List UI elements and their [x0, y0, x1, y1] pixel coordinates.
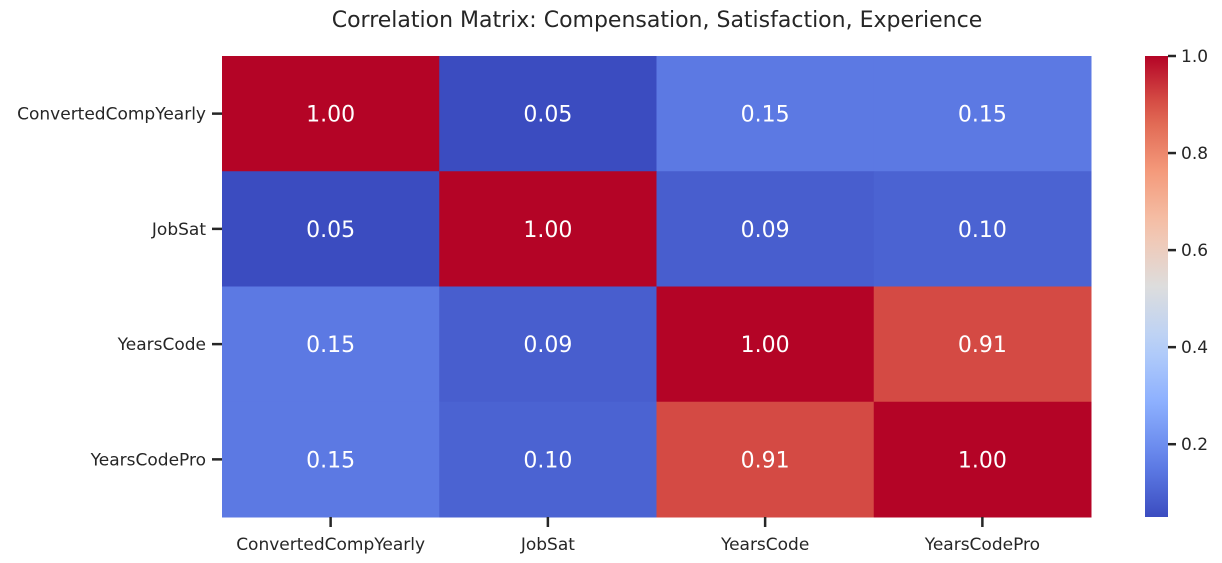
cell-value-label: 0.15	[306, 448, 355, 473]
colorbar: 0.2 0.4 0.6 0.8 1.0	[1145, 47, 1208, 517]
cell-value-label: 1.00	[741, 333, 790, 358]
heatmap-cell-yearscodepro-convertedcompyearly	[222, 401, 440, 518]
heatmap-cell-convertedcompyearly-yearscode	[656, 56, 875, 172]
cell-value-label: 0.91	[741, 448, 790, 473]
cell-value-label: 0.05	[523, 103, 572, 128]
cell-value-label: 0.15	[741, 103, 790, 128]
heatmap-cell-yearscode-convertedcompyearly	[222, 286, 440, 403]
x-tick-label-yearscode: YearsCode	[720, 535, 809, 555]
heatmap-cell-convertedcompyearly-yearscodepro	[873, 56, 1092, 172]
heatmap-cell-jobsat-jobsat	[439, 171, 657, 287]
heatmap-cell-yearscodepro-yearscode	[656, 401, 875, 518]
cell-value-label: 0.10	[958, 218, 1007, 243]
y-tick-label-yearscode: YearsCode	[117, 335, 206, 355]
heatmap-cell-yearscode-yearscodepro	[873, 286, 1092, 403]
cell-value-label: 1.00	[958, 448, 1007, 473]
cell-value-label: 0.09	[523, 333, 572, 358]
y-tick-label-convertedcompyearly: ConvertedCompYearly	[17, 105, 206, 125]
heatmap-cell-convertedcompyearly-jobsat	[439, 56, 657, 172]
colorbar-tick-label: 0.2	[1181, 435, 1208, 455]
y-axis: ConvertedCompYearly JobSat YearsCode YearsC…	[17, 105, 222, 470]
heatmap-cell-yearscode-yearscode	[656, 286, 875, 403]
cell-value-label: 1.00	[306, 103, 355, 128]
heatmap-cell-yearscodepro-yearscodepro	[873, 401, 1092, 518]
y-tick-label-jobsat: JobSat	[151, 220, 206, 240]
x-axis: ConvertedCompYearly JobSat YearsCode YearsC…	[236, 517, 1040, 555]
cell-value-label: 0.91	[958, 333, 1007, 358]
heatmap-cell-yearscodepro-jobsat	[439, 401, 657, 518]
cell-value-label: 0.15	[306, 333, 355, 358]
heatmap-cells: 1.00 0.05 0.15 0.15 0.05 1.00 0.09 0.10 0.15 0.09…	[222, 56, 1092, 518]
x-tick-label-yearscodepro: YearsCodePro	[924, 535, 1040, 555]
y-tick-label-yearscodepro: YearsCodePro	[90, 450, 206, 470]
cell-value-label: 0.10	[523, 448, 572, 473]
x-tick-label-convertedcompyearly: ConvertedCompYearly	[236, 535, 425, 555]
heatmap-cell-jobsat-yearscode	[656, 171, 875, 287]
x-tick-label-jobsat: JobSat	[520, 535, 575, 555]
heatmap-cell-yearscode-jobsat	[439, 286, 657, 403]
cell-value-label: 0.05	[306, 218, 355, 243]
cell-value-label: 0.09	[741, 218, 790, 243]
colorbar-tick-label: 1.0	[1181, 47, 1208, 67]
cell-value-label: 0.15	[958, 103, 1007, 128]
heatmap-cell-jobsat-convertedcompyearly	[222, 171, 440, 287]
heatmap-cell-jobsat-yearscodepro	[873, 171, 1092, 287]
colorbar-tick-label: 0.8	[1181, 144, 1208, 164]
colorbar-gradient	[1145, 56, 1168, 517]
chart-title: Correlation Matrix: Compensation, Satisf…	[332, 8, 983, 33]
colorbar-tick-label: 0.4	[1181, 338, 1208, 358]
cell-value-label: 1.00	[523, 218, 572, 243]
colorbar-tick-label: 0.6	[1181, 241, 1208, 261]
heatmap-cell-convertedcompyearly-convertedcompyearly	[222, 56, 440, 172]
